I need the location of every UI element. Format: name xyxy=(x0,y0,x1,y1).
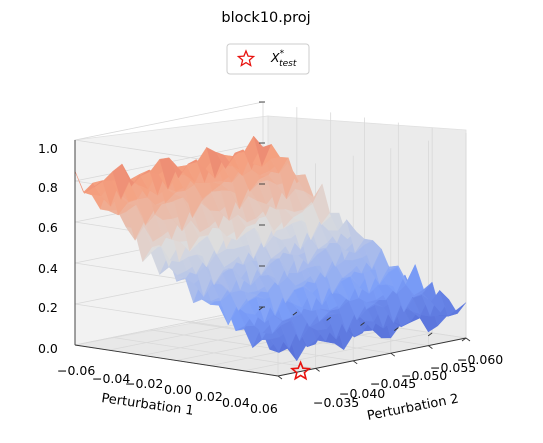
tick-marks xyxy=(258,101,471,380)
x-tick-mark xyxy=(292,311,298,316)
x-tick-label: −0.06 xyxy=(57,363,95,378)
x-tick-mark xyxy=(258,306,264,311)
x-tick-label: 0.00 xyxy=(164,382,192,397)
x-tick-label: −0.04 xyxy=(92,371,130,386)
z-tick-label: 0.8 xyxy=(38,180,58,195)
y-tick-label: −0.045 xyxy=(370,376,416,391)
y-tick-label: −0.035 xyxy=(313,395,359,410)
x-axis-line xyxy=(74,344,279,377)
y-tick-mark xyxy=(390,352,396,357)
legend-frame xyxy=(226,43,310,75)
x-tick-label: −0.02 xyxy=(125,376,163,391)
x-tick-mark xyxy=(360,322,365,326)
z-tick-label: 0.4 xyxy=(38,261,58,276)
x-tick-label: 0.02 xyxy=(195,389,223,404)
legend: X* test xyxy=(226,43,310,75)
y-tick-mark xyxy=(277,375,283,380)
x-tick-label: 0.04 xyxy=(222,395,250,410)
y-tick-label: −0.040 xyxy=(339,386,385,401)
axis-lines xyxy=(74,140,467,377)
y-tick-mark xyxy=(428,345,433,349)
x-tick-mark xyxy=(326,316,331,321)
x-tick-mark xyxy=(394,327,399,332)
y-tick-mark xyxy=(352,360,358,365)
x-tick-label: 0.06 xyxy=(250,401,278,416)
surface xyxy=(74,135,467,362)
z-tick-label: 0.0 xyxy=(38,341,58,356)
chart-title: block10.proj xyxy=(221,10,310,26)
legend-label: X* test xyxy=(270,49,297,69)
y-tick-label: −0.050 xyxy=(401,368,447,383)
z-tick-labels: 0.0 0.2 0.4 0.6 0.8 1.0 xyxy=(38,141,58,356)
x-tick-mark xyxy=(461,337,467,342)
z-tick-label: 1.0 xyxy=(38,141,58,156)
test-point-star-marker xyxy=(289,360,312,381)
x-tick-labels: −0.06 −0.04 −0.02 0.00 0.02 0.04 0.06 xyxy=(57,363,278,416)
y-tick-mark xyxy=(315,368,320,372)
surface-facet xyxy=(448,302,467,317)
y-tick-label: −0.060 xyxy=(457,352,503,367)
legend-star-icon xyxy=(236,49,256,67)
x-tick-mark xyxy=(427,332,433,337)
y-tick-label: −0.055 xyxy=(430,360,476,375)
z-tick-label: 0.2 xyxy=(38,300,58,315)
z-tick-label: 0.6 xyxy=(38,220,58,235)
y-axis-line xyxy=(277,337,467,377)
y-tick-mark xyxy=(465,337,471,342)
y-tick-labels: −0.035 −0.040 −0.045 −0.050 −0.055 −0.06… xyxy=(313,352,503,410)
